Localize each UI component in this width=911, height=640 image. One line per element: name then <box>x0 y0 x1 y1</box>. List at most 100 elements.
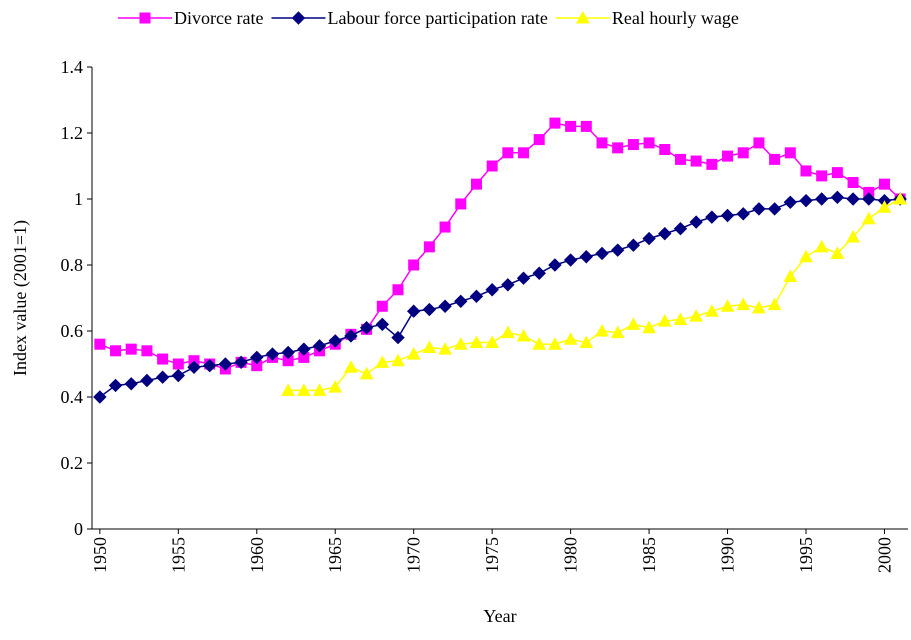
data-point <box>658 226 672 241</box>
x-tick-label: 1950 <box>90 537 110 573</box>
legend-marker <box>291 11 306 25</box>
data-point <box>720 299 735 312</box>
y-tick-label: 0.8 <box>61 255 84 275</box>
data-point <box>344 360 358 373</box>
data-point <box>720 208 735 223</box>
y-tick-label: 0.6 <box>61 321 84 341</box>
data-point <box>784 147 796 159</box>
x-tick-label: 1955 <box>168 537 188 573</box>
data-point <box>422 340 437 353</box>
x-tick-label: 1985 <box>639 537 659 573</box>
data-point <box>375 317 390 332</box>
data-point <box>878 178 890 190</box>
data-point <box>516 328 531 342</box>
data-point <box>375 355 390 368</box>
y-axis-title: Index value (2001=1) <box>10 220 31 376</box>
data-point <box>439 221 451 233</box>
data-point <box>391 353 405 367</box>
data-point <box>563 332 578 345</box>
data-point <box>202 358 217 373</box>
data-point <box>187 360 201 375</box>
data-point <box>783 269 798 283</box>
data-point <box>579 335 594 349</box>
data-point <box>265 347 280 361</box>
data-point <box>580 120 592 132</box>
data-point <box>218 357 233 371</box>
data-point <box>612 142 624 154</box>
data-point <box>171 368 186 383</box>
data-point <box>359 320 374 335</box>
x-tick-label: 1980 <box>561 537 581 573</box>
series-line <box>99 122 901 370</box>
data-point <box>454 294 468 309</box>
data-point <box>736 207 750 221</box>
x-tick-label: 1990 <box>718 537 738 573</box>
data-point <box>595 323 609 337</box>
data-point <box>893 191 907 205</box>
data-point <box>438 342 452 355</box>
data-point <box>595 246 609 261</box>
data-point <box>800 165 812 177</box>
data-point <box>610 325 625 339</box>
data-point <box>516 271 531 285</box>
y-tick-label: 0.2 <box>61 453 84 473</box>
data-point <box>673 221 688 236</box>
data-point <box>423 241 435 253</box>
data-point <box>690 155 702 167</box>
data-point <box>767 202 782 216</box>
data-point <box>297 383 311 396</box>
data-point <box>518 147 530 159</box>
data-point <box>799 249 813 263</box>
data-point <box>769 153 781 165</box>
x-tick-label: 1995 <box>796 537 816 573</box>
data-point <box>455 198 467 210</box>
x-tick-label: 1975 <box>482 537 502 573</box>
data-point <box>752 202 766 216</box>
data-point <box>579 250 594 264</box>
data-point <box>470 178 482 190</box>
data-point <box>563 253 578 267</box>
data-point <box>359 366 374 380</box>
data-point <box>234 355 248 370</box>
data-point <box>736 297 751 311</box>
data-point <box>657 314 672 327</box>
data-point <box>659 144 671 155</box>
data-point <box>737 147 749 159</box>
data-point <box>408 259 420 271</box>
data-point <box>501 278 515 292</box>
data-point <box>673 312 688 325</box>
data-point <box>753 137 765 149</box>
data-point <box>830 246 845 259</box>
data-point <box>250 350 264 365</box>
data-point <box>831 167 843 179</box>
data-point <box>549 117 561 129</box>
legend-label: Divorce rate <box>174 8 263 28</box>
data-point <box>344 329 358 343</box>
data-point <box>532 337 547 350</box>
data-point <box>689 309 703 322</box>
data-point <box>312 339 327 353</box>
data-point <box>406 347 421 360</box>
data-point <box>125 343 137 355</box>
data-point <box>312 383 327 396</box>
data-point <box>722 150 734 162</box>
data-point <box>689 215 703 229</box>
x-tick-label: 1960 <box>247 537 267 573</box>
legend-marker <box>576 10 590 24</box>
data-point <box>453 337 468 350</box>
data-point <box>799 193 813 208</box>
data-point <box>376 300 388 312</box>
legend-label: Labour force participation rate <box>327 8 547 28</box>
series-line <box>99 196 901 398</box>
data-point <box>783 195 798 210</box>
data-point <box>533 134 545 146</box>
legend-marker <box>139 12 151 24</box>
data-point <box>391 330 405 345</box>
data-point <box>485 283 499 297</box>
data-point <box>706 158 718 170</box>
y-tick-label: 0 <box>74 519 83 539</box>
data-point <box>846 229 860 243</box>
x-tick-label: 2000 <box>874 537 894 573</box>
data-point <box>532 266 546 280</box>
